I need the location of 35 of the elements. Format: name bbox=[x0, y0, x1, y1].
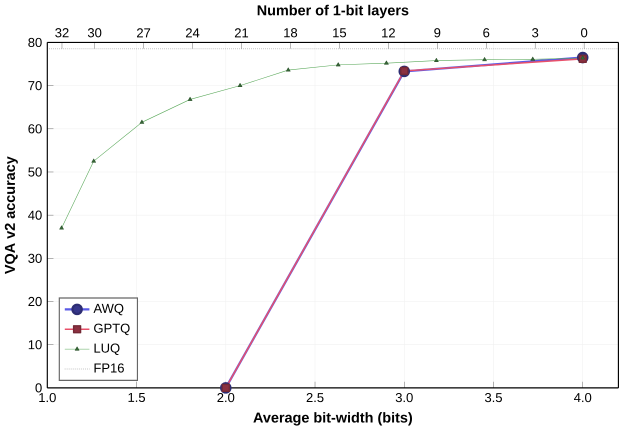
y-tick-label: 40 bbox=[28, 210, 42, 220]
x2-tick-label: 15 bbox=[333, 28, 346, 38]
x2-tick-label: 27 bbox=[137, 28, 150, 38]
x-tick-label: 2.0 bbox=[217, 392, 234, 402]
x2-tick-label: 9 bbox=[434, 28, 440, 38]
x-tick-label: 2.5 bbox=[306, 392, 324, 402]
legend-label: AWQ bbox=[93, 304, 124, 316]
y-axis-title: VQA v2 accuracy bbox=[4, 156, 18, 274]
x2-axis-title: Number of 1-bit layers bbox=[258, 4, 408, 18]
y-tick-label: 20 bbox=[28, 296, 42, 306]
y-tick-label: 0 bbox=[35, 383, 42, 392]
x2-tick-label: 30 bbox=[88, 28, 102, 38]
legend-label: GPTQ bbox=[94, 323, 130, 335]
x2-tick-label: 32 bbox=[55, 28, 69, 38]
x2-tick-label: 18 bbox=[284, 28, 298, 38]
x-tick-label: 1.5 bbox=[128, 392, 146, 402]
x-tick-label: 1.0 bbox=[39, 392, 56, 402]
x-tick-label: 3.0 bbox=[396, 392, 413, 402]
x-tick-label: 3.5 bbox=[484, 392, 502, 402]
x2-tick-label: 12 bbox=[382, 28, 395, 38]
y-tick-label: 60 bbox=[28, 124, 42, 134]
legend-label: LUQ bbox=[94, 343, 120, 355]
y-tick-label: 50 bbox=[28, 167, 42, 176]
x2-tick-label: 6 bbox=[483, 28, 490, 38]
x2-tick-label: 0 bbox=[581, 28, 588, 38]
y-tick-label: 10 bbox=[28, 340, 42, 350]
y-tick-label: 70 bbox=[28, 80, 42, 90]
x-axis-title: Average bit-width (bits) bbox=[253, 412, 412, 426]
y-tick-label: 30 bbox=[28, 254, 42, 263]
legend-label: FP16 bbox=[94, 363, 124, 372]
x-tick-label: 4.0 bbox=[574, 392, 592, 402]
y-tick-label: 80 bbox=[28, 38, 42, 47]
x2-tick-label: 24 bbox=[186, 28, 200, 38]
x2-tick-label: 3 bbox=[532, 28, 538, 38]
x2-tick-label: 21 bbox=[234, 28, 248, 38]
